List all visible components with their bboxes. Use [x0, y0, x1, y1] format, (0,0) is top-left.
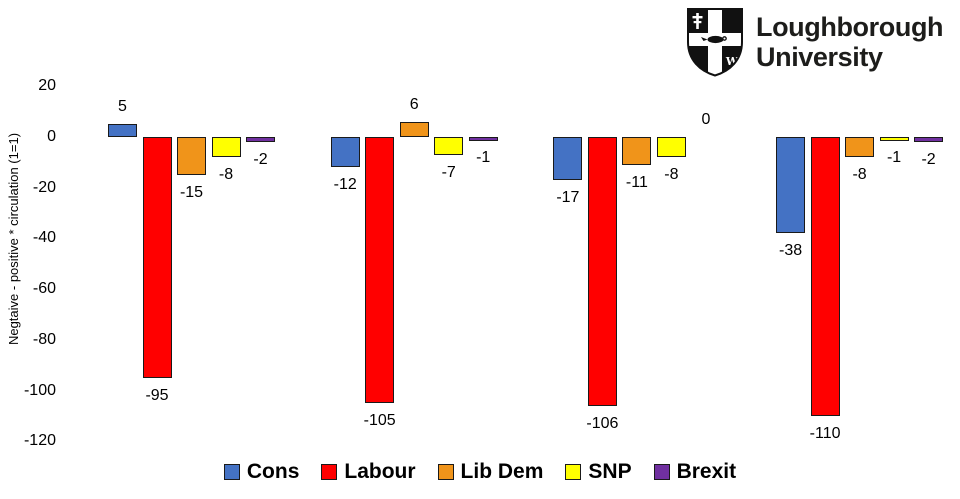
university-logo: W Loughborough University: [684, 6, 944, 78]
data-label-cons-group2: -12: [333, 176, 357, 194]
university-crest-icon: W: [687, 8, 743, 77]
legend-item-labour: Labour: [321, 460, 416, 484]
data-label-snp-group3: -8: [664, 166, 679, 184]
data-label-brexit-group4: -2: [921, 151, 936, 169]
data-label-labour-group3: -106: [586, 414, 619, 432]
legend-swatch-icon: [437, 464, 454, 480]
y-tick--40: -40: [32, 229, 56, 247]
y-tick-20: 20: [38, 77, 56, 95]
data-label-lib-dem-group1: -15: [179, 184, 204, 202]
legend-label: Cons: [246, 460, 300, 483]
bar-snp-group3: [656, 137, 686, 158]
y-tick--80: -80: [32, 330, 56, 348]
legend-item-snp: SNP: [565, 460, 632, 484]
bar-brexit-group4: [914, 137, 944, 143]
bar-brexit-group2: [468, 137, 498, 141]
legend-item-lib-dem: Lib Dem: [437, 460, 544, 484]
data-label-labour-group1: -95: [145, 386, 169, 404]
legend-label: SNP: [588, 460, 632, 483]
bar-cons-group3: [553, 137, 583, 181]
data-label-snp-group4: -1: [886, 148, 902, 166]
bar-labour-group4: [810, 137, 840, 416]
legend: Cons Labour Lib Dem SNP Brexit: [0, 460, 960, 484]
y-tick--120: -120: [23, 432, 56, 450]
bar-cons-group1: [108, 124, 137, 137]
crest-cross-crosslet: [692, 13, 703, 29]
data-label-brexit-group1: -2: [253, 151, 268, 169]
data-label-snp-group2: -7: [441, 163, 456, 181]
legend-label: Brexit: [676, 460, 737, 483]
legend-swatch-icon: [565, 464, 582, 480]
crest-lamp: [701, 35, 727, 44]
legend-item-cons: Cons: [223, 460, 300, 484]
y-tick-0: 0: [47, 128, 56, 145]
legend-swatch-icon: [321, 464, 338, 480]
data-label-lib-dem-group3: -11: [625, 173, 648, 191]
y-tick--60: -60: [32, 280, 56, 298]
university-name: Loughborough University: [756, 6, 944, 72]
bar-lib-dem-group3: [622, 137, 652, 165]
legend-item-brexit: Brexit: [653, 460, 737, 484]
data-label-lib-dem-group4: -8: [852, 166, 867, 184]
y-tick--20: -20: [32, 178, 56, 196]
data-label-brexit-group2: -1: [476, 148, 491, 166]
bar-labour-group2: [365, 137, 395, 404]
university-name-line2: University: [756, 42, 883, 72]
bar-labour-group1: [142, 137, 172, 378]
data-label-cons-group4: -38: [779, 242, 803, 260]
data-label-snp-group1: -8: [218, 166, 234, 184]
data-label-brexit-group3: 0: [701, 111, 711, 128]
data-label-labour-group4: -110: [809, 424, 841, 442]
legend-swatch-icon: [223, 464, 240, 480]
university-name-line1: Loughborough: [756, 12, 944, 42]
legend-label: Lib Dem: [460, 460, 544, 483]
data-label-labour-group2: -105: [363, 412, 396, 430]
data-label-cons-group1: 5: [118, 98, 127, 116]
crest-monogram: W: [725, 55, 739, 68]
legend-label: Labour: [344, 460, 416, 483]
legend-swatch-icon: [653, 464, 670, 480]
bar-lib-dem-group4: [845, 137, 875, 158]
bar-labour-group3: [587, 137, 617, 406]
bar-cons-group4: [776, 137, 806, 234]
bar-snp-group2: [434, 137, 464, 155]
data-label-lib-dem-group2: 6: [409, 95, 419, 113]
bar-brexit-group1: [246, 137, 275, 143]
bar-snp-group1: [211, 137, 241, 158]
bar-lib-dem-group2: [399, 121, 429, 137]
y-tick--100: -100: [23, 381, 56, 399]
bar-lib-dem-group1: [177, 137, 206, 176]
bar-cons-group2: [330, 137, 360, 168]
bar-snp-group4: [879, 137, 909, 141]
data-label-cons-group3: -17: [556, 189, 580, 207]
